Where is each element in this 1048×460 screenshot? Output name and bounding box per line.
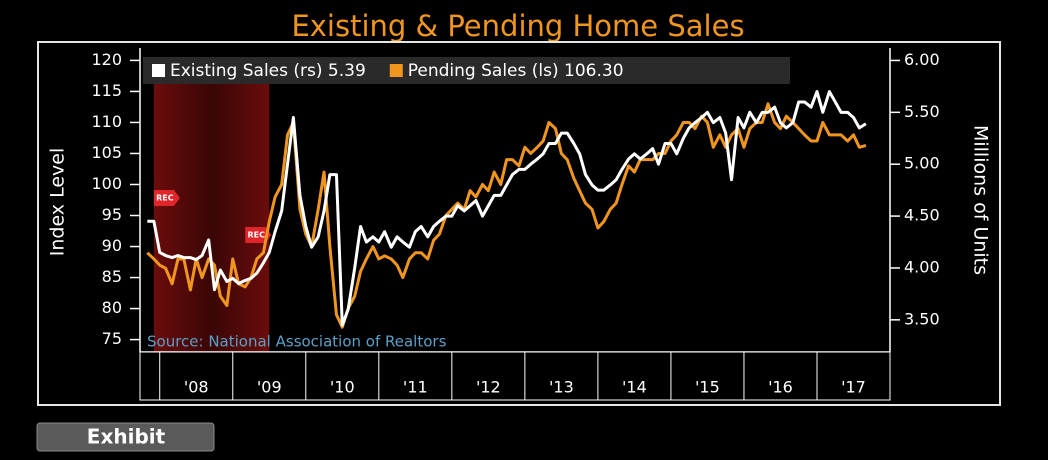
y2-tick-label: 4.50 <box>904 206 940 225</box>
x-tick-label: '14 <box>622 378 647 397</box>
plot-area: REC REC 75 80 85 90 95 100 105 110 115 120 3.50 4.00 4… <box>91 48 940 401</box>
y2-tick-label: 5.00 <box>904 154 940 173</box>
x-tick-label: '09 <box>257 378 282 397</box>
y-tick-label: 115 <box>91 81 122 100</box>
y-tick-label: 75 <box>102 329 122 348</box>
chart-title: Existing & Pending Home Sales <box>291 9 744 43</box>
x-tick-label: '10 <box>330 378 355 397</box>
legend-swatch <box>152 64 165 77</box>
y2-axis-title: Millions of Units <box>970 125 992 275</box>
y-tick-label: 80 <box>102 298 122 317</box>
y-tick-label: 100 <box>91 174 122 193</box>
y-tick-label: 120 <box>91 50 122 69</box>
series-line <box>146 102 867 329</box>
recession-marker <box>153 190 180 206</box>
exhibit-button[interactable] <box>36 422 215 452</box>
y-tick-label: 95 <box>102 205 122 224</box>
y2-tick-label: 5.50 <box>904 102 940 121</box>
x-tick-label: '16 <box>768 378 793 397</box>
legend-box <box>143 57 790 84</box>
y-tick-label: 105 <box>91 143 122 162</box>
legend-swatch <box>389 64 403 77</box>
recession-label: REC <box>248 231 266 240</box>
recession-band <box>153 84 270 352</box>
x-tick-label: '08 <box>184 378 209 397</box>
x-tick-label: '17 <box>841 378 866 397</box>
y2-tick-label: 4.00 <box>904 257 940 276</box>
x-tick-label: '13 <box>549 378 574 397</box>
recession-label: REC <box>156 194 174 203</box>
y-tick-label: 90 <box>102 236 122 255</box>
exhibit-button-label[interactable]: Exhibit <box>87 425 166 449</box>
y-axis-title: Index Level <box>47 148 69 257</box>
y-tick-label: 85 <box>102 267 122 286</box>
x-tick-label: '11 <box>403 378 428 397</box>
y2-tick-label: 3.50 <box>904 309 940 328</box>
y2-tick-label: 6.00 <box>904 50 940 69</box>
x-tick-label: '12 <box>476 378 501 397</box>
legend-label: Existing Sales (rs) 5.39 <box>170 61 366 81</box>
source-note: Source: National Association of Realtors <box>147 333 447 351</box>
series-line <box>147 90 867 327</box>
legend-label: Pending Sales (ls) 106.30 <box>408 61 624 81</box>
y-tick-label: 110 <box>91 112 122 131</box>
x-tick-label: '15 <box>695 378 720 397</box>
x-axis-strip <box>139 351 891 401</box>
